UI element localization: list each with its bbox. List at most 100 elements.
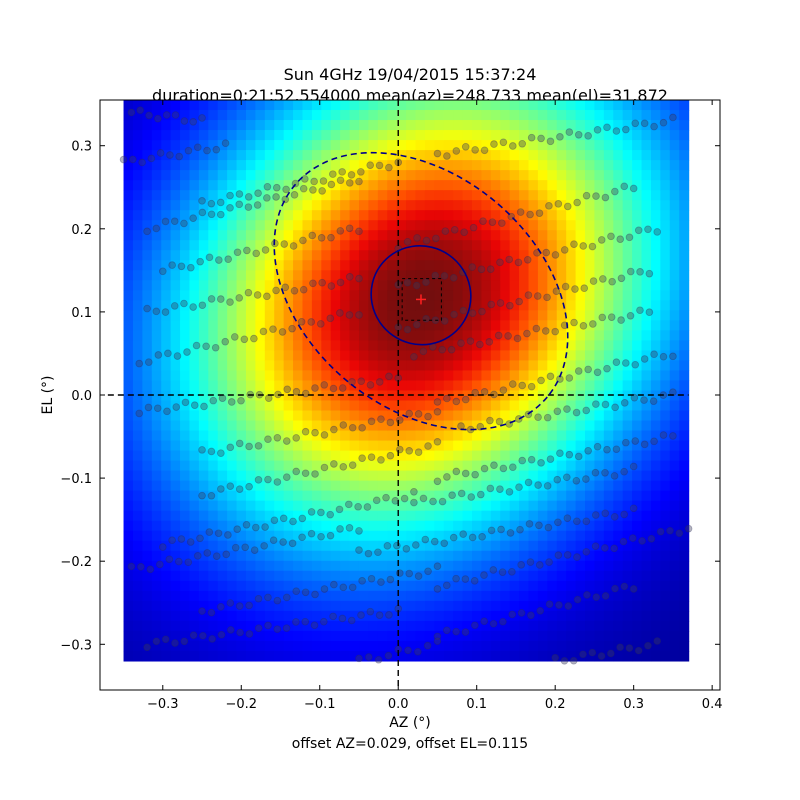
heatmap-cell (556, 500, 567, 512)
heatmap-cell (302, 120, 313, 131)
heatmap-cell (424, 640, 435, 652)
heatmap-cell (358, 180, 370, 191)
heatmap-cell (358, 470, 370, 482)
heatmap-cell (264, 480, 275, 492)
heatmap-cell (424, 130, 435, 141)
heatmap-cell (302, 290, 313, 301)
heatmap-cell (311, 180, 322, 191)
heatmap-cell (180, 480, 191, 492)
heatmap-cell (594, 380, 605, 392)
heatmap-cell (500, 340, 511, 352)
scan-point (470, 577, 479, 585)
heatmap-cell (293, 230, 304, 241)
heatmap-cell (490, 260, 501, 271)
heatmap-cell (481, 470, 492, 482)
scan-point (355, 274, 363, 283)
heatmap-cell (368, 210, 379, 221)
scan-point (226, 191, 234, 200)
scan-point (300, 175, 309, 183)
heatmap-cell (594, 130, 605, 141)
heatmap-cell (424, 310, 435, 321)
heatmap-cell (236, 620, 247, 632)
heatmap-cell (321, 400, 332, 412)
heatmap-cell (490, 360, 501, 372)
scan-point (193, 552, 202, 560)
heatmap-cell (509, 640, 520, 652)
heatmap-cell (208, 330, 219, 341)
heatmap-cell (236, 370, 247, 382)
scan-point (422, 236, 431, 245)
scan-point (326, 314, 335, 323)
heatmap-cell (321, 650, 332, 662)
heatmap-cell (603, 430, 614, 442)
heatmap-cell (462, 150, 473, 161)
heatmap-cell (245, 300, 256, 311)
heatmap-cell (198, 150, 209, 161)
heatmap-cell (434, 190, 445, 201)
heatmap-cell (641, 140, 652, 151)
heatmap-cell (603, 340, 614, 352)
heatmap-cell (274, 270, 285, 281)
heatmap-cell (132, 340, 143, 352)
heatmap-cell (283, 450, 294, 462)
scan-point (367, 453, 376, 461)
heatmap-cell (669, 290, 680, 301)
heatmap-cell (547, 520, 558, 532)
scan-point (592, 400, 600, 408)
heatmap-cell (302, 520, 313, 532)
heatmap-cell (283, 340, 294, 352)
heatmap-cell (566, 300, 577, 311)
heatmap-cell (255, 330, 266, 341)
heatmap-cell (377, 560, 388, 572)
heatmap-cell (189, 430, 200, 442)
heatmap-cell (161, 580, 172, 592)
heatmap-cell (358, 380, 370, 392)
heatmap-cell (519, 450, 530, 462)
heatmap-cell (189, 510, 200, 522)
scan-point (129, 155, 137, 164)
heatmap-cell (472, 240, 483, 251)
heatmap-cell (340, 620, 351, 632)
scan-point (560, 656, 569, 665)
scan-point (375, 378, 384, 386)
heatmap-cell (566, 260, 577, 271)
heatmap-cell (340, 180, 351, 191)
heatmap-cell (500, 450, 511, 462)
heatmap-cell (170, 610, 181, 622)
heatmap-cell (161, 570, 172, 582)
heatmap-cell (161, 440, 172, 452)
heatmap-cell (293, 170, 304, 181)
heatmap-cell (669, 500, 680, 512)
scan-point (579, 322, 588, 330)
heatmap-cell (424, 300, 435, 311)
heatmap-cell (575, 390, 586, 402)
heatmap-cell (368, 330, 379, 341)
heatmap-cell (406, 360, 417, 372)
heatmap-cell (613, 490, 624, 502)
heatmap-cell (462, 350, 473, 362)
heatmap-cell (556, 330, 567, 341)
heatmap-cell (264, 360, 275, 372)
heatmap-cell (556, 280, 567, 291)
scan-point (198, 491, 206, 500)
heatmap-cell (180, 560, 191, 572)
heatmap-cell (490, 110, 501, 121)
heatmap-cell (198, 620, 209, 632)
heatmap-cell (575, 380, 586, 392)
heatmap-cell (349, 180, 360, 191)
scan-point (281, 195, 290, 204)
heatmap-cell (245, 530, 256, 542)
heatmap-cell (208, 260, 219, 271)
heatmap-cell (406, 190, 417, 201)
heatmap-cell (462, 230, 473, 241)
heatmap-cell (453, 440, 464, 452)
heatmap-cell (575, 240, 586, 251)
heatmap-cell (509, 520, 520, 532)
heatmap-cell (293, 310, 304, 321)
heatmap-cell (264, 190, 275, 201)
heatmap-cell (679, 190, 690, 201)
scan-point (452, 397, 461, 406)
heatmap-cell (537, 640, 548, 652)
scan-point (556, 133, 564, 141)
heatmap-cell (462, 540, 473, 552)
